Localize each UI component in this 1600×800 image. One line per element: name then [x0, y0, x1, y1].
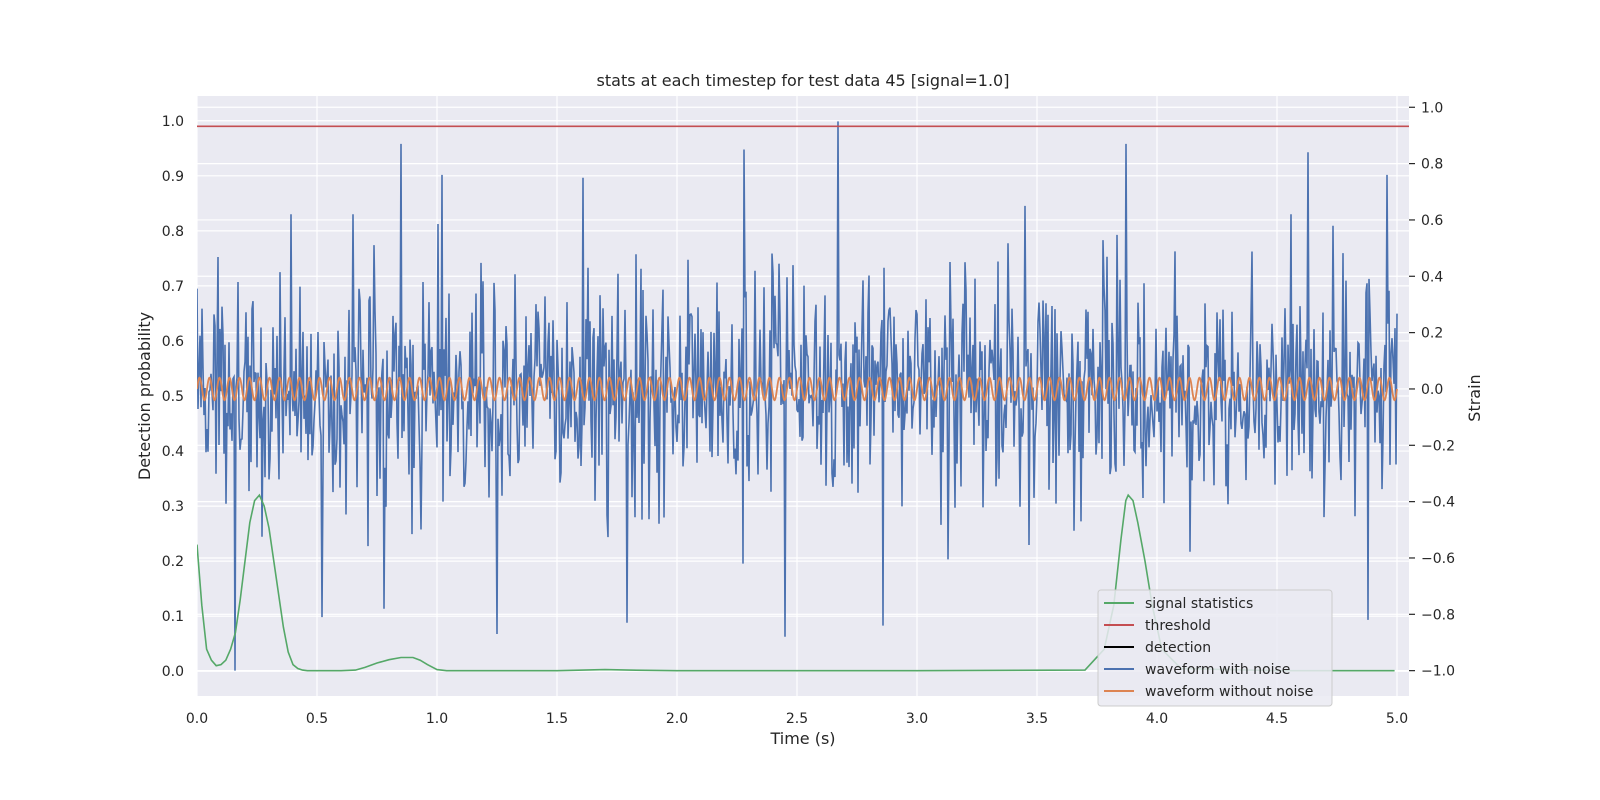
legend-label: signal statistics — [1145, 596, 1253, 612]
y2-axis-label: Strain — [1465, 374, 1484, 421]
y2-tick-label: −0.8 — [1421, 607, 1455, 623]
y2-tick-label: 1.0 — [1421, 100, 1443, 116]
y-tick-label: 0.5 — [162, 389, 184, 405]
y2-tick-label: −0.4 — [1421, 495, 1455, 511]
y2-tick-label: 0.0 — [1421, 382, 1443, 398]
x-tick-label: 5.0 — [1386, 711, 1408, 727]
y-tick-label: 0.4 — [162, 444, 184, 460]
y-tick-label: 0.8 — [162, 224, 184, 240]
legend-label: detection — [1145, 640, 1211, 656]
x-axis: 0.0 0.5 1.0 1.5 2.0 2.5 3.0 3.5 4.0 4.5 5.0 — [186, 711, 1408, 727]
y2-tick-label: 0.2 — [1421, 326, 1443, 342]
series-layer — [197, 121, 1409, 672]
y-axis-left: 0.0 0.1 0.2 0.3 0.4 0.5 0.6 0.7 0.8 0.9 1.0 — [162, 114, 184, 680]
legend-label: waveform with noise — [1145, 662, 1290, 678]
series-signal-statistics — [197, 493, 1395, 672]
y-tick-label: 1.0 — [162, 114, 184, 130]
series-waveform-with-noise — [197, 121, 1398, 671]
y2-tick-label: −0.2 — [1421, 438, 1455, 454]
y2-tick-label: 0.4 — [1421, 269, 1443, 285]
y-tick-label: 0.0 — [162, 664, 184, 680]
series-waveform-without-noise — [197, 376, 1398, 402]
y2-tick-label: −1.0 — [1421, 664, 1455, 680]
x-axis-label: Time (s) — [769, 729, 835, 748]
x-tick-label: 3.0 — [906, 711, 928, 727]
legend-label: waveform without noise — [1145, 684, 1313, 700]
legend-label: threshold — [1145, 618, 1211, 634]
x-tick-label: 2.5 — [786, 711, 808, 727]
x-tick-label: 1.0 — [426, 711, 448, 727]
x-tick-label: 1.5 — [546, 711, 568, 727]
x-tick-label: 2.0 — [666, 711, 688, 727]
y2-tick-label: 0.8 — [1421, 157, 1443, 173]
y-tick-label: 0.3 — [162, 499, 184, 515]
y-axis-right: −1.0 −0.8 −0.6 −0.4 −0.2 0.0 0.2 0.4 0.6 0.8 1.0 — [1409, 100, 1455, 680]
x-tick-label: 4.5 — [1266, 711, 1288, 727]
y-tick-label: 0.6 — [162, 334, 184, 350]
x-tick-label: 0.5 — [306, 711, 328, 727]
legend: signal statistics threshold detection wavef… — [1097, 589, 1333, 707]
legend-box — [1097, 589, 1333, 707]
y-tick-label: 0.7 — [162, 279, 184, 295]
y2-tick-label: 0.6 — [1421, 213, 1443, 229]
x-tick-label: 0.0 — [186, 711, 208, 727]
y-axis-label: Detection probability — [135, 312, 154, 480]
y-tick-label: 0.9 — [162, 169, 184, 185]
y-tick-label: 0.2 — [162, 554, 184, 570]
x-tick-label: 3.5 — [1026, 711, 1048, 727]
y2-tick-label: −0.6 — [1421, 551, 1455, 567]
chart-title: stats at each timestep for test data 45 … — [597, 71, 1010, 90]
x-tick-label: 4.0 — [1146, 711, 1168, 727]
y-tick-label: 0.1 — [162, 609, 184, 625]
